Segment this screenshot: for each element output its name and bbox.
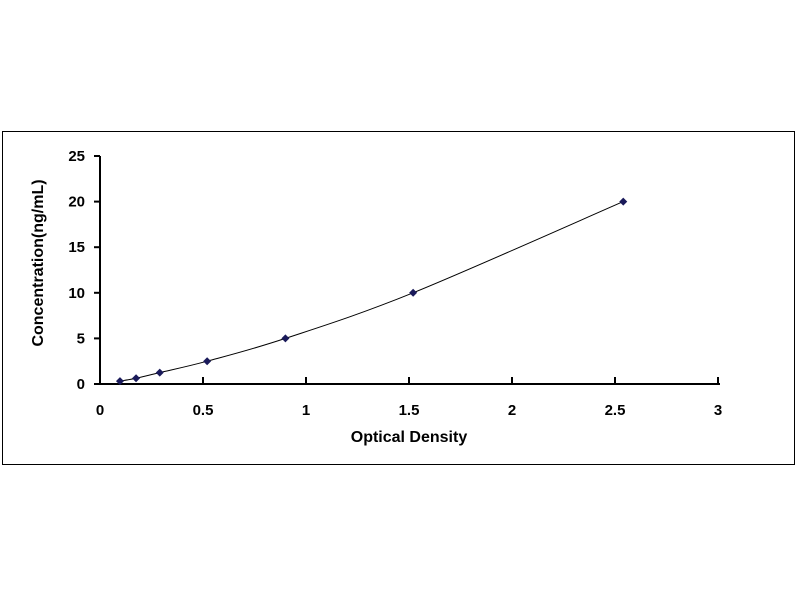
data-point	[115, 377, 124, 386]
x-tick-label: 1.5	[399, 402, 420, 419]
data-point	[619, 197, 628, 206]
chart-frame	[2, 131, 795, 465]
x-axis-label: Optical Density	[351, 429, 468, 446]
fit-curve	[119, 201, 624, 382]
y-tick-label: 20	[68, 194, 85, 211]
data-point	[132, 374, 141, 383]
data-point	[203, 357, 212, 366]
y-tick-label: 25	[68, 148, 85, 165]
y-tick-label: 5	[77, 330, 85, 347]
y-axis-label: Concentration(ng/mL)	[30, 179, 47, 346]
y-tick-label: 15	[68, 239, 85, 256]
data-point	[281, 334, 290, 343]
x-tick-label: 0.5	[193, 402, 214, 419]
data-point	[155, 368, 164, 377]
y-tick-label: 0	[77, 376, 85, 393]
x-tick-label: 2.5	[605, 402, 626, 419]
x-tick-label: 3	[714, 402, 722, 419]
y-tick-label: 10	[68, 285, 85, 302]
x-tick-label: 2	[508, 402, 516, 419]
data-point	[409, 288, 418, 297]
x-tick-label: 1	[302, 402, 310, 419]
x-tick-label: 0	[96, 402, 104, 419]
